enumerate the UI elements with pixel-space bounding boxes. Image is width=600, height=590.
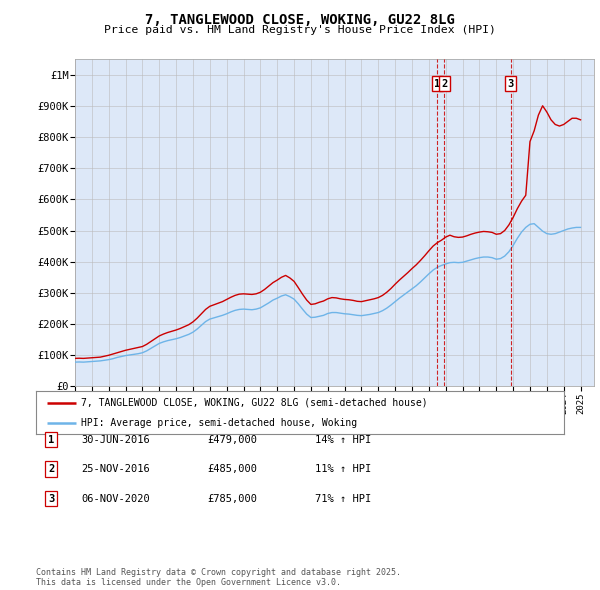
Text: £485,000: £485,000 xyxy=(207,464,257,474)
Text: 11% ↑ HPI: 11% ↑ HPI xyxy=(315,464,371,474)
Text: Contains HM Land Registry data © Crown copyright and database right 2025.
This d: Contains HM Land Registry data © Crown c… xyxy=(36,568,401,587)
Text: 7, TANGLEWOOD CLOSE, WOKING, GU22 8LG: 7, TANGLEWOOD CLOSE, WOKING, GU22 8LG xyxy=(145,13,455,27)
Text: 1: 1 xyxy=(434,78,440,88)
Text: 3: 3 xyxy=(508,78,514,88)
Text: 2: 2 xyxy=(48,464,54,474)
Text: 1: 1 xyxy=(48,435,54,444)
Text: £479,000: £479,000 xyxy=(207,435,257,444)
Text: HPI: Average price, semi-detached house, Woking: HPI: Average price, semi-detached house,… xyxy=(81,418,357,428)
Text: 06-NOV-2020: 06-NOV-2020 xyxy=(81,494,150,503)
Text: 3: 3 xyxy=(48,494,54,503)
Text: 30-JUN-2016: 30-JUN-2016 xyxy=(81,435,150,444)
Text: £785,000: £785,000 xyxy=(207,494,257,503)
Text: 7, TANGLEWOOD CLOSE, WOKING, GU22 8LG (semi-detached house): 7, TANGLEWOOD CLOSE, WOKING, GU22 8LG (s… xyxy=(81,398,428,408)
Text: Price paid vs. HM Land Registry's House Price Index (HPI): Price paid vs. HM Land Registry's House … xyxy=(104,25,496,35)
Text: 14% ↑ HPI: 14% ↑ HPI xyxy=(315,435,371,444)
Text: 71% ↑ HPI: 71% ↑ HPI xyxy=(315,494,371,503)
Text: 2: 2 xyxy=(441,78,448,88)
Text: 25-NOV-2016: 25-NOV-2016 xyxy=(81,464,150,474)
